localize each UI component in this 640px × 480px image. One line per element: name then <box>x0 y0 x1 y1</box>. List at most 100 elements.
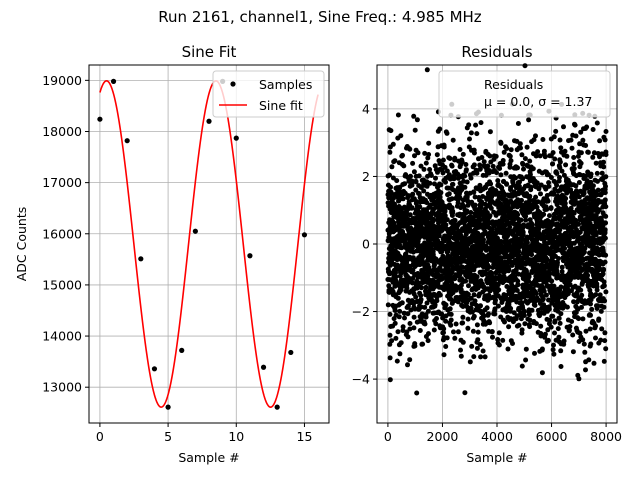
residual-point <box>551 342 556 348</box>
sample-point <box>138 256 144 262</box>
residual-point <box>541 148 547 154</box>
residual-point <box>487 320 493 326</box>
residual-point <box>393 274 399 280</box>
residual-point <box>455 329 461 335</box>
residual-point <box>385 302 391 308</box>
residual-point <box>545 337 551 343</box>
residual-point <box>392 320 398 326</box>
residual-point <box>545 327 551 333</box>
residual-point <box>544 256 550 262</box>
residual-point <box>388 128 394 134</box>
residual-point <box>469 309 475 315</box>
residual-point <box>603 183 608 189</box>
residual-point <box>427 167 433 172</box>
residual-point <box>475 283 481 289</box>
residual-point <box>402 315 407 321</box>
residual-point <box>489 329 495 335</box>
residual-point <box>401 163 407 169</box>
residual-point <box>501 149 507 155</box>
residual-point <box>576 180 582 185</box>
residual-point <box>532 302 538 308</box>
residual-point <box>532 350 537 356</box>
residual-point <box>542 154 548 160</box>
residual-point <box>395 295 401 301</box>
residual-point <box>389 338 395 344</box>
residual-point <box>427 180 433 186</box>
residual-point <box>603 346 609 352</box>
residual-point <box>489 270 495 276</box>
residual-point <box>557 137 563 143</box>
residual-point <box>586 357 592 363</box>
residual-point <box>593 335 598 341</box>
residual-point <box>522 63 528 69</box>
residual-point <box>468 175 474 181</box>
residual-point <box>443 318 449 324</box>
residual-point <box>419 285 424 291</box>
residual-point <box>579 292 585 298</box>
residuals-legend: Residuals μ = 0.0, σ = 1.37 <box>438 70 611 118</box>
residual-point <box>450 210 456 216</box>
residual-point <box>504 181 510 187</box>
residual-point <box>563 196 569 201</box>
residual-point <box>404 285 410 291</box>
residual-point <box>407 357 413 363</box>
residual-point <box>417 204 423 210</box>
residual-point <box>557 227 563 233</box>
residual-point <box>420 341 426 347</box>
residual-point <box>497 166 503 171</box>
residual-point <box>519 152 525 158</box>
residual-point <box>548 205 554 211</box>
residual-point <box>517 141 523 147</box>
sine-fit-xtick-label: 10 <box>228 429 244 444</box>
residual-point <box>528 184 534 190</box>
residual-point <box>495 178 501 184</box>
residual-point <box>595 178 600 184</box>
residual-point <box>490 334 495 340</box>
residual-point <box>559 168 565 174</box>
residual-point <box>515 212 521 218</box>
residual-point <box>471 162 477 168</box>
residual-point <box>556 334 562 340</box>
residual-point <box>387 172 392 178</box>
residual-point <box>510 341 515 346</box>
residual-point <box>417 328 423 333</box>
residual-point <box>558 145 564 151</box>
residual-point <box>443 344 449 349</box>
residual-point <box>449 196 455 202</box>
residual-point <box>602 190 608 196</box>
residual-point <box>539 370 545 376</box>
sample-point <box>192 228 198 234</box>
residual-point <box>472 298 478 304</box>
residual-point <box>463 278 469 284</box>
sample-point <box>301 232 308 238</box>
residual-point <box>398 287 404 293</box>
residual-point <box>599 326 605 332</box>
residual-point <box>594 287 600 293</box>
residual-point <box>548 175 554 180</box>
residual-point <box>551 134 557 140</box>
sine-fit-ylabel: ADC Counts <box>14 207 29 282</box>
residual-point <box>569 145 575 151</box>
residual-point <box>500 218 506 224</box>
residual-point <box>561 250 567 256</box>
residual-point <box>564 304 570 310</box>
residual-point <box>466 283 471 289</box>
sine-fit-title: Sine Fit <box>182 43 237 61</box>
residual-point <box>601 283 607 289</box>
residual-point <box>536 186 542 192</box>
residuals-xtick-label: 4000 <box>481 429 513 444</box>
residual-point <box>475 329 481 335</box>
residual-point <box>578 160 584 166</box>
residual-point <box>574 227 579 233</box>
residual-point <box>572 122 578 128</box>
residual-point <box>578 129 584 135</box>
residual-point <box>395 329 401 335</box>
residual-point <box>580 137 586 143</box>
residual-point <box>447 156 453 161</box>
sample-point <box>274 404 280 410</box>
residual-point <box>577 330 583 336</box>
residual-point <box>562 148 568 154</box>
residual-point <box>467 359 473 365</box>
residual-point <box>588 312 593 318</box>
residual-point <box>405 362 410 368</box>
